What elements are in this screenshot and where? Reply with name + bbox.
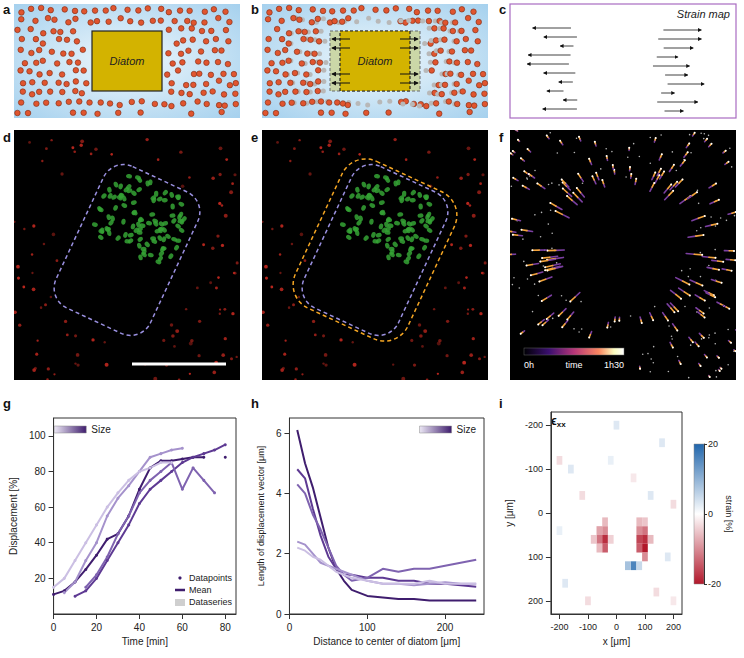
svg-text:0: 0 [287, 622, 293, 633]
svg-text:y [μm]: y [μm] [504, 499, 515, 527]
svg-text:d: d [3, 130, 11, 145]
svg-text:Distance to center of diatom [: Distance to center of diatom [μm] [313, 636, 460, 647]
svg-text:a: a [3, 2, 11, 17]
svg-text:60: 60 [34, 502, 46, 513]
svg-text:80: 80 [220, 622, 232, 633]
svg-text:xx: xx [557, 420, 566, 429]
svg-text:Diatom: Diatom [358, 55, 393, 67]
html-text:i: i [499, 396, 503, 411]
svg-text:20: 20 [708, 439, 718, 449]
svg-text:100: 100 [637, 622, 652, 632]
svg-text:0: 0 [51, 622, 57, 633]
svg-text:6: 6 [276, 428, 282, 439]
svg-text:Dataseries: Dataseries [189, 597, 233, 607]
svg-text:20: 20 [34, 573, 46, 584]
svg-text:f: f [499, 130, 504, 145]
svg-text:200: 200 [528, 596, 543, 606]
svg-text:80: 80 [34, 466, 46, 477]
svg-text:-100: -100 [525, 464, 543, 474]
svg-text:100: 100 [29, 430, 46, 441]
svg-text:-20: -20 [708, 579, 721, 589]
svg-text:2: 2 [276, 548, 282, 559]
html-text:g: g [3, 396, 11, 411]
svg-text:-200: -200 [550, 622, 568, 632]
svg-text:0: 0 [276, 609, 282, 620]
svg-text:200: 200 [437, 622, 454, 633]
svg-text:20: 20 [91, 622, 103, 633]
svg-text:0: 0 [708, 509, 713, 519]
svg-text:Mean: Mean [189, 585, 212, 595]
svg-text:0h: 0h [524, 360, 534, 370]
svg-text:Time [min]: Time [min] [122, 636, 169, 647]
svg-text:100: 100 [359, 622, 376, 633]
svg-text:-100: -100 [579, 622, 597, 632]
svg-text:0: 0 [538, 508, 543, 518]
svg-text:40: 40 [34, 537, 46, 548]
svg-text:4: 4 [276, 488, 282, 499]
svg-text:b: b [251, 2, 259, 17]
svg-text:-200: -200 [525, 420, 543, 430]
svg-text:Length of displacement vector: Length of displacement vector [μm] [256, 446, 266, 586]
svg-text:Size: Size [457, 424, 477, 435]
svg-text:40: 40 [134, 622, 146, 633]
svg-text:Datapoints: Datapoints [189, 573, 233, 583]
svg-text:e: e [251, 130, 258, 145]
svg-text:time: time [565, 360, 582, 370]
svg-text:x [μm]: x [μm] [603, 636, 631, 647]
svg-text:c: c [499, 2, 506, 17]
svg-text:Displacement [%]: Displacement [%] [8, 477, 19, 555]
svg-text:Strain map: Strain map [677, 8, 730, 20]
svg-text:1h30: 1h30 [604, 360, 624, 370]
svg-text:Size: Size [91, 424, 111, 435]
svg-text:strain [%]: strain [%] [724, 495, 734, 533]
svg-text:200: 200 [666, 622, 681, 632]
svg-text:100: 100 [528, 552, 543, 562]
svg-text:60: 60 [177, 622, 189, 633]
html-text:h: h [251, 396, 259, 411]
svg-text:Diatom: Diatom [110, 55, 145, 67]
svg-text:0: 0 [614, 622, 619, 632]
